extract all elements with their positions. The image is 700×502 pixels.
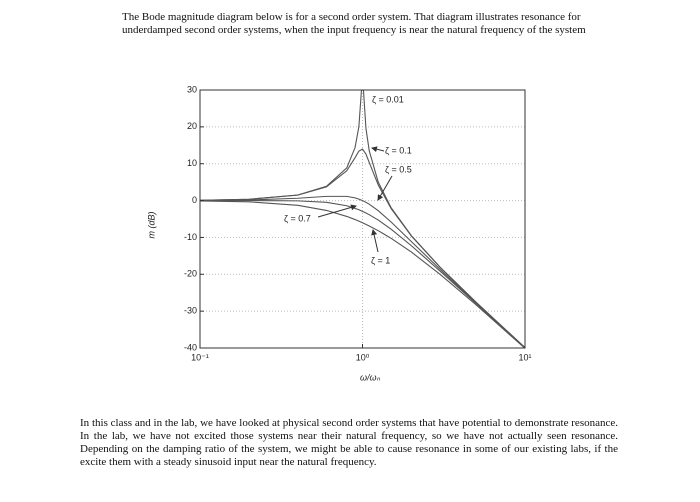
curve [200, 200, 525, 348]
y-axis-label: m (dB) [146, 211, 156, 238]
arrow [371, 146, 385, 153]
series-label: ζ = 0.5 [385, 164, 412, 174]
x-tick-label: 10⁰ [356, 352, 370, 362]
y-tick-label: -10 [184, 232, 197, 242]
series-label: ζ = 0.7 [284, 213, 311, 223]
y-tick-label: -30 [184, 306, 197, 316]
arrow [377, 175, 393, 201]
y-tick-label: 0 [192, 195, 197, 205]
x-tick-label: 10⁻¹ [191, 352, 209, 362]
curve [200, 200, 525, 348]
curves [200, 90, 525, 348]
curve [200, 195, 525, 348]
y-tick-label: -20 [184, 269, 197, 279]
body-paragraph: In this class and in the lab, we have lo… [80, 417, 618, 468]
x-axis-label: ω/ωₙ [360, 372, 381, 382]
grid [199, 89, 526, 349]
y-tick-label: 10 [187, 158, 197, 168]
intro-paragraph: The Bode magnitude diagram below is for … [122, 11, 586, 36]
series-label: ζ = 0.01 [372, 94, 404, 104]
y-tick-label: 30 [187, 84, 197, 94]
curve [200, 148, 525, 348]
y-tick-label: 20 [187, 121, 197, 131]
y-tick-label: -40 [184, 342, 197, 352]
arrow [317, 204, 357, 218]
arrow [371, 229, 379, 253]
series-label: ζ = 0.1 [385, 145, 412, 155]
x-tick-label: 10¹ [518, 352, 531, 362]
series-label: ζ = 1 [371, 255, 390, 265]
